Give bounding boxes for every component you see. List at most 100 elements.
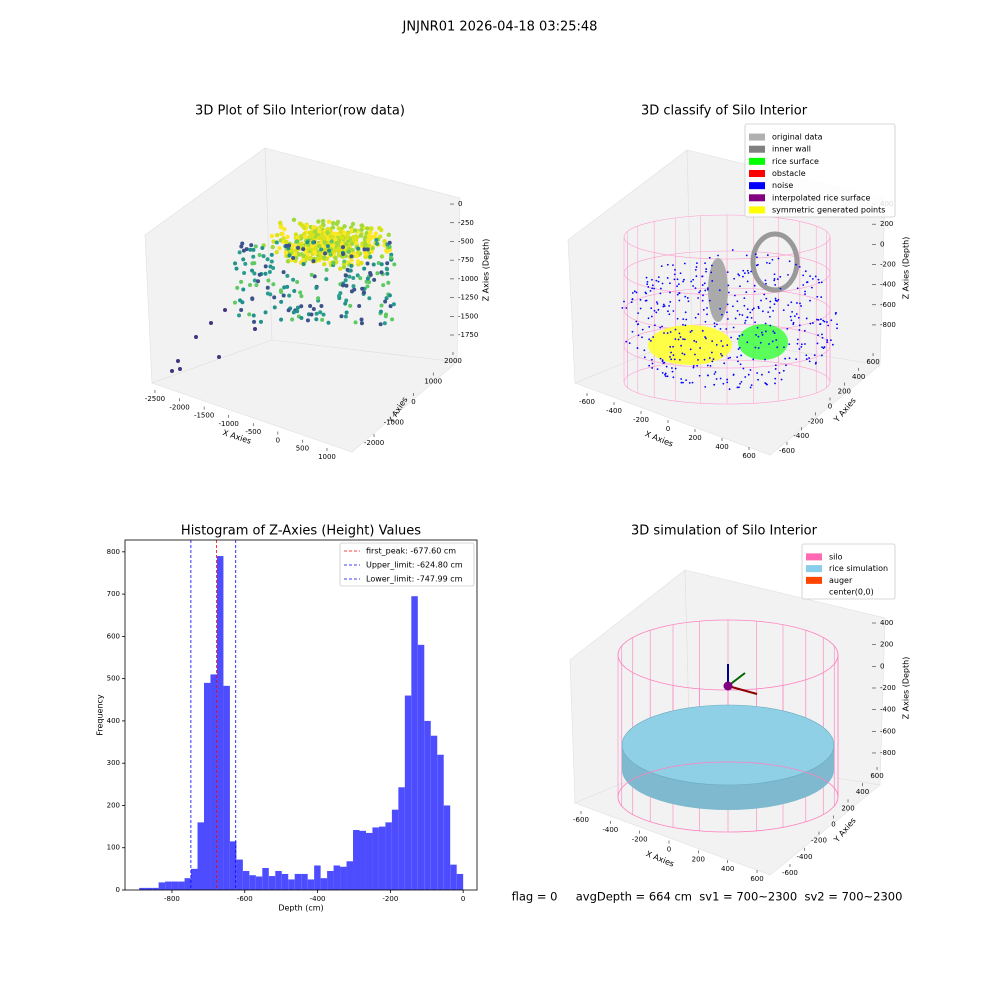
decor-point [773, 277, 776, 280]
decor-point [241, 248, 246, 253]
decor-point [683, 353, 686, 356]
decor-point [826, 339, 829, 341]
decor-point [349, 254, 354, 259]
decor-point [752, 307, 755, 310]
decor-point [797, 316, 800, 319]
legend-box [339, 542, 475, 587]
bar [437, 754, 444, 890]
decor-point [822, 319, 825, 322]
decor-point [346, 231, 351, 236]
decor-point [309, 312, 314, 317]
decor-point [670, 351, 672, 354]
decor-point [649, 289, 652, 292]
decor-point [727, 291, 730, 294]
decor-point [757, 378, 759, 381]
bar [203, 682, 211, 890]
decor-point [341, 283, 346, 288]
decor-point [279, 317, 284, 322]
decor-point [661, 372, 664, 374]
decor-point [660, 287, 662, 290]
bar [340, 866, 347, 890]
decor-point [826, 321, 828, 323]
decor-point [317, 243, 322, 249]
decor-point [804, 293, 806, 296]
decor-point [365, 284, 370, 289]
decor-point [645, 276, 648, 279]
decor-point [239, 244, 244, 249]
decor-point [263, 271, 268, 276]
decor-point [341, 251, 346, 256]
z-tick-label: -1500 [458, 312, 478, 320]
decor-point [289, 248, 294, 253]
decor-point [305, 318, 310, 323]
x-tick-label: 0 [667, 846, 671, 854]
decor-point [257, 272, 262, 277]
decor-point [764, 330, 767, 333]
x-tick-label: -400 [602, 826, 618, 834]
decor-point [822, 347, 825, 350]
decor-point [805, 354, 808, 357]
decor-point [325, 230, 330, 235]
decor-point [321, 312, 326, 317]
decor-point [384, 296, 389, 301]
decor-point [743, 272, 746, 275]
decor-point [730, 336, 733, 339]
decor-point [771, 340, 774, 343]
decor-point [679, 272, 682, 275]
bar [242, 870, 250, 890]
bar [165, 881, 172, 890]
decor-point [754, 253, 757, 256]
decor-point [267, 269, 272, 274]
decor-point [265, 257, 270, 262]
decor-wire [623, 359, 831, 405]
decor-point [318, 224, 324, 230]
legend-label: noise [772, 181, 793, 190]
decor-point [694, 268, 697, 271]
decor-point [742, 367, 745, 370]
decor-point [633, 290, 636, 293]
bar [456, 873, 464, 890]
decor-point [639, 298, 642, 301]
z-tick-label: -600 [880, 727, 896, 735]
decor-point [726, 303, 729, 306]
decor-point [635, 320, 638, 323]
decor-point [683, 262, 686, 265]
decor-point [274, 232, 280, 238]
z-axis-label: Z Axies (Depth) [482, 239, 491, 302]
decor-point [316, 296, 321, 301]
decor-point [312, 229, 318, 234]
decor-point [625, 340, 628, 343]
bar [139, 887, 146, 890]
decor-blob [750, 231, 800, 293]
decor-point [738, 313, 741, 316]
decor-point [372, 277, 377, 282]
decor-point [252, 319, 257, 324]
decor-point [308, 303, 313, 308]
decor-point [819, 323, 821, 326]
decor-point [676, 317, 679, 320]
decor-wire [623, 214, 831, 260]
y-tick-label: 0 [116, 886, 120, 894]
decor-point [715, 343, 718, 346]
decor-point [809, 299, 811, 302]
decor-point [355, 235, 360, 240]
decor-point [817, 318, 820, 321]
decor-point [710, 271, 713, 274]
decor-point [636, 323, 639, 326]
decor-point [702, 294, 704, 297]
bar [327, 870, 334, 890]
decor-point [759, 341, 762, 344]
decor-point [282, 285, 287, 290]
decor-point [349, 263, 354, 268]
decor-point [779, 275, 782, 278]
pane [151, 339, 458, 453]
decor-point [344, 310, 349, 315]
bar [365, 832, 373, 890]
decor-point [719, 377, 722, 380]
decor-point [737, 273, 740, 276]
decor-point [739, 382, 741, 385]
decor-point [757, 335, 760, 338]
decor-point [767, 371, 770, 374]
decor-point [749, 386, 752, 389]
decor-point [684, 311, 687, 314]
